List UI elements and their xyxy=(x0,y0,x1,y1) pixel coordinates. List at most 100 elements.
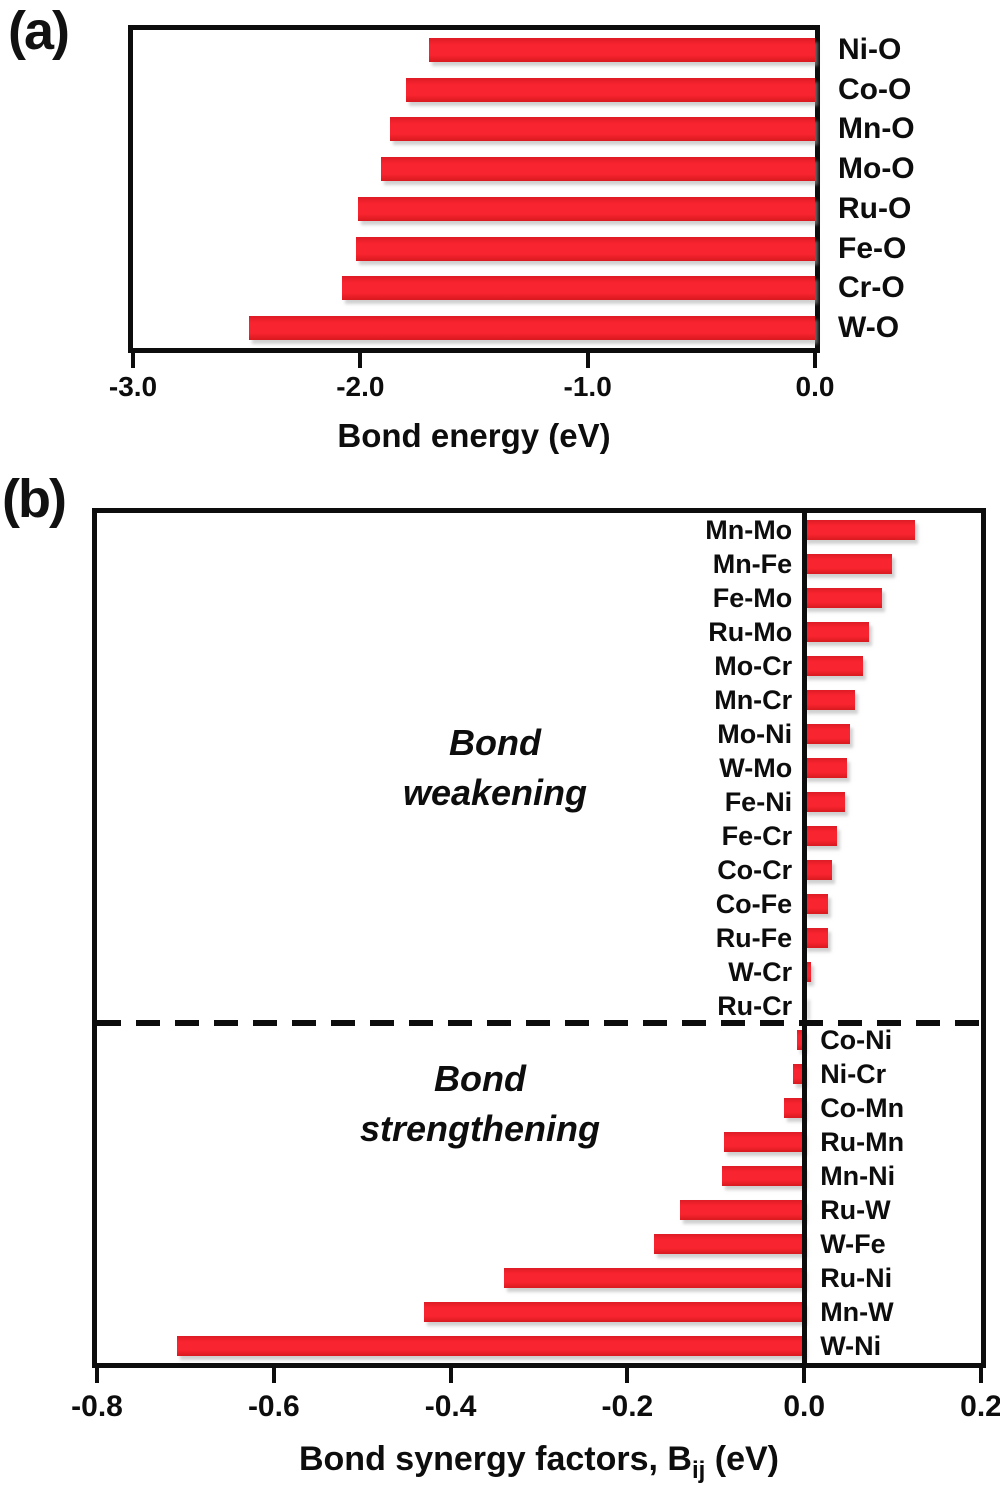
bar-Mn-Ni xyxy=(721,1166,805,1186)
x-tick--1.0 xyxy=(585,353,590,368)
category-label-Mo-Cr: Mo-Cr xyxy=(714,651,793,681)
bar-Co-Mn xyxy=(783,1098,805,1118)
category-label-Mn-O: Mn-O xyxy=(838,112,915,146)
category-label-Ru-Cr: Ru-Cr xyxy=(717,991,793,1021)
bar-Ru-Mn xyxy=(723,1132,805,1152)
bar-Co-O xyxy=(405,77,815,102)
bar-Ru-W xyxy=(680,1200,805,1220)
x-tick-label--2.0: -2.0 xyxy=(336,371,385,402)
annotation-line: Bond xyxy=(434,1058,526,1099)
category-label-Ru-O: Ru-O xyxy=(838,191,912,225)
category-label-Fe-Ni: Fe-Ni xyxy=(724,787,793,817)
bar-Ni-O xyxy=(428,37,815,62)
bar-Fe-Ni xyxy=(804,792,845,812)
bar-Ni-Cr xyxy=(792,1064,805,1084)
x-tick-label--0.8: -0.8 xyxy=(71,1390,123,1423)
bar-Co-Fe xyxy=(804,894,829,914)
category-label-Co-Mn: Co-Mn xyxy=(820,1093,905,1123)
category-label-W-O: W-O xyxy=(838,311,900,345)
bond-energy-chart: -3.0 -2.0 -1.0 0.0 Bond energy (eV) Ni-O Co-… xyxy=(109,25,998,470)
panel-a-label: (a) xyxy=(8,1,70,61)
category-label-W-Cr: W-Cr xyxy=(728,957,793,987)
category-label-W-Mo: W-Mo xyxy=(719,753,793,783)
category-label-Mo-Ni: Mo-Ni xyxy=(717,719,793,749)
annotation-bond-strengthening: Bond strengthening xyxy=(360,1054,600,1154)
bar-Mn-Cr xyxy=(804,690,855,710)
bar-Fe-Mo xyxy=(804,588,882,608)
x-tick-label--0.6: -0.6 xyxy=(247,1390,300,1423)
category-label-W-Ni: W-Ni xyxy=(820,1331,882,1361)
x-tick-label--0.4: -0.4 xyxy=(424,1390,477,1423)
annotation-bond-weakening: Bond weakening xyxy=(403,718,587,818)
category-label-Co-Ni: Co-Ni xyxy=(820,1025,893,1055)
x-tick--2.0 xyxy=(358,353,363,368)
bar-W-Mo xyxy=(804,758,847,778)
category-label-Mn-Fe: Mn-Fe xyxy=(712,549,793,579)
x-axis-title-b-subscript: ij xyxy=(691,1456,706,1484)
bar-Mo-O xyxy=(380,157,815,182)
bar-W-Ni xyxy=(176,1336,805,1356)
dashed-divider-line xyxy=(97,1020,981,1026)
x-tick-label--3.0: -3.0 xyxy=(108,371,158,402)
category-label-W-Fe: W-Fe xyxy=(820,1229,886,1259)
annotation-line: weakening xyxy=(402,772,588,813)
bar-Co-Cr xyxy=(804,860,833,880)
category-label-Mn-Cr: Mn-Cr xyxy=(714,685,793,715)
x-tick--3.0 xyxy=(131,353,135,368)
bar-Mn-Fe xyxy=(804,554,892,574)
category-label-Ru-Mn: Ru-Mn xyxy=(820,1127,905,1157)
category-label-Cr-O: Cr-O xyxy=(838,271,905,305)
bar-Fe-O xyxy=(355,236,815,261)
x-tick-0.2 xyxy=(979,1368,983,1383)
category-label-Mn-W: Mn-W xyxy=(820,1297,894,1327)
x-tick-label--1.0: -1.0 xyxy=(563,371,612,402)
category-label-Co-O: Co-O xyxy=(838,72,912,106)
category-label-Mo-O: Mo-O xyxy=(838,152,915,186)
bar-W-Fe xyxy=(653,1234,805,1254)
bar-Ru-O xyxy=(358,196,815,221)
annotation-line: Bond xyxy=(449,722,541,763)
x-tick-label-0.0: 0.0 xyxy=(795,371,835,402)
category-label-Ru-Fe: Ru-Fe xyxy=(715,923,793,953)
bar-W-Cr xyxy=(804,962,812,982)
panel-b-label: (b) xyxy=(2,469,67,529)
category-label-Co-Cr: Co-Cr xyxy=(717,855,793,885)
zero-axis-line xyxy=(802,513,808,1363)
category-label-Ru-Mo: Ru-Mo xyxy=(708,617,793,647)
category-label-Ni-O: Ni-O xyxy=(838,32,902,66)
bar-Co-Ni xyxy=(797,1030,805,1050)
category-label-Fe-O: Fe-O xyxy=(838,231,907,265)
category-label-Fe-Cr: Fe-Cr xyxy=(721,821,793,851)
annotation-line: strengthening xyxy=(360,1108,600,1149)
bar-Mn-O xyxy=(389,117,815,142)
x-axis-title-b-prefix: Bond synergy factors, B xyxy=(298,1440,692,1478)
category-label-Co-Fe: Co-Fe xyxy=(715,889,793,919)
bar-W-O xyxy=(248,316,815,341)
x-tick--0.4 xyxy=(448,1368,453,1383)
x-axis-title-a: Bond energy (eV) xyxy=(128,417,820,455)
x-tick-0.0 xyxy=(813,353,817,368)
bar-Mn-W xyxy=(424,1302,805,1322)
x-tick--0.2 xyxy=(625,1368,630,1383)
bar-Cr-O xyxy=(342,276,815,301)
x-axis-title-a-text: Bond energy (eV) xyxy=(337,417,611,454)
x-tick--0.8 xyxy=(95,1368,99,1383)
category-label-Ru-W: Ru-W xyxy=(820,1195,891,1225)
x-tick--0.6 xyxy=(271,1368,276,1383)
x-axis-title-b: Bond synergy factors, Bij (eV) xyxy=(92,1440,986,1485)
bar-Mn-Mo xyxy=(804,520,915,540)
category-label-Ni-Cr: Ni-Cr xyxy=(820,1059,887,1089)
bar-Ru-Mo xyxy=(804,622,869,642)
plot-area-b: Mn-Mo Mn-Fe Fe-Mo Ru-Mo Mo-Cr Mn-Cr Mo-Ni W-Mo F… xyxy=(92,508,986,1368)
x-tick-label-0.0: 0.0 xyxy=(783,1390,826,1423)
x-tick-label-0.2: 0.2 xyxy=(960,1390,1000,1423)
x-tick-0.0 xyxy=(802,1368,807,1383)
bar-Ru-Fe xyxy=(804,928,829,948)
category-label-Fe-Mo: Fe-Mo xyxy=(712,583,793,613)
bar-Mo-Cr xyxy=(804,656,863,676)
x-tick-label--0.2: -0.2 xyxy=(601,1390,654,1423)
bond-synergy-chart: Mn-Mo Mn-Fe Fe-Mo Ru-Mo Mo-Cr Mn-Cr Mo-Ni W-Mo F… xyxy=(71,508,1000,1485)
category-label-Mn-Mo: Mn-Mo xyxy=(705,515,793,545)
bar-Mo-Ni xyxy=(804,724,851,744)
